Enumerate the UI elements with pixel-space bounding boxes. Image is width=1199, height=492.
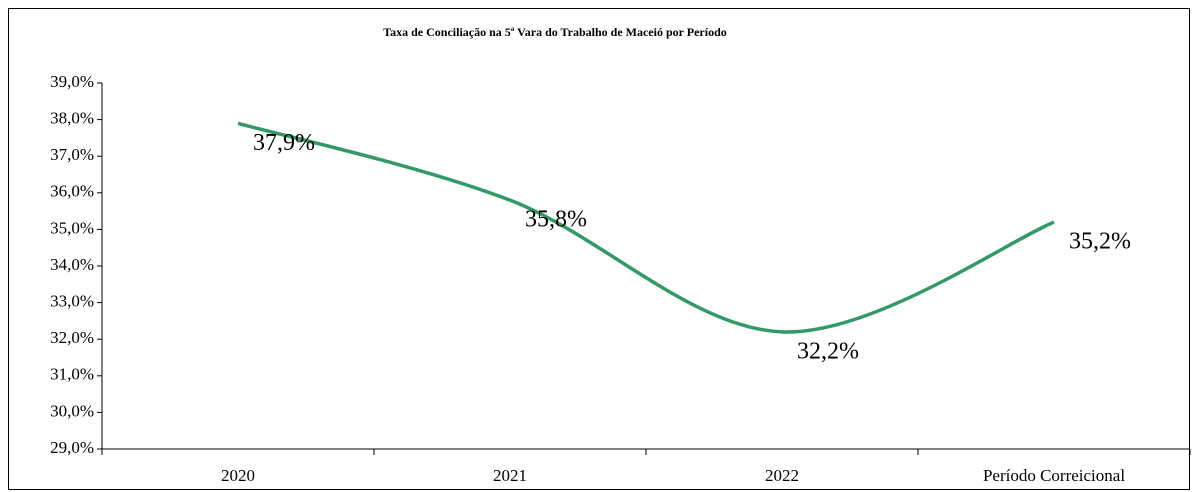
y-tick-label: 36,0% bbox=[50, 182, 94, 201]
x-tick-label: 2021 bbox=[493, 466, 527, 485]
y-tick-label: 30,0% bbox=[50, 401, 94, 420]
y-tick-label: 35,0% bbox=[50, 218, 94, 237]
x-tick-label: 2020 bbox=[221, 466, 255, 485]
y-tick-label: 29,0% bbox=[50, 438, 94, 457]
data-label: 37,9% bbox=[253, 130, 315, 156]
x-tick-label: 2022 bbox=[765, 466, 799, 485]
y-tick-label: 34,0% bbox=[50, 255, 94, 274]
data-label: 32,2% bbox=[797, 338, 859, 364]
data-label: 35,8% bbox=[525, 207, 587, 233]
y-tick-label: 33,0% bbox=[50, 292, 94, 311]
y-tick-label: 39,0% bbox=[50, 72, 94, 91]
chart-title: Taxa de Conciliação na 5ª Vara do Trabal… bbox=[383, 25, 727, 39]
data-label: 35,2% bbox=[1069, 229, 1131, 255]
y-tick-label: 32,0% bbox=[50, 328, 94, 347]
y-tick-label: 31,0% bbox=[50, 365, 94, 384]
y-tick-label: 37,0% bbox=[50, 145, 94, 164]
y-tick-label: 38,0% bbox=[50, 109, 94, 128]
line-series bbox=[237, 121, 1055, 334]
x-tick-label: Período Correicional bbox=[983, 466, 1125, 485]
